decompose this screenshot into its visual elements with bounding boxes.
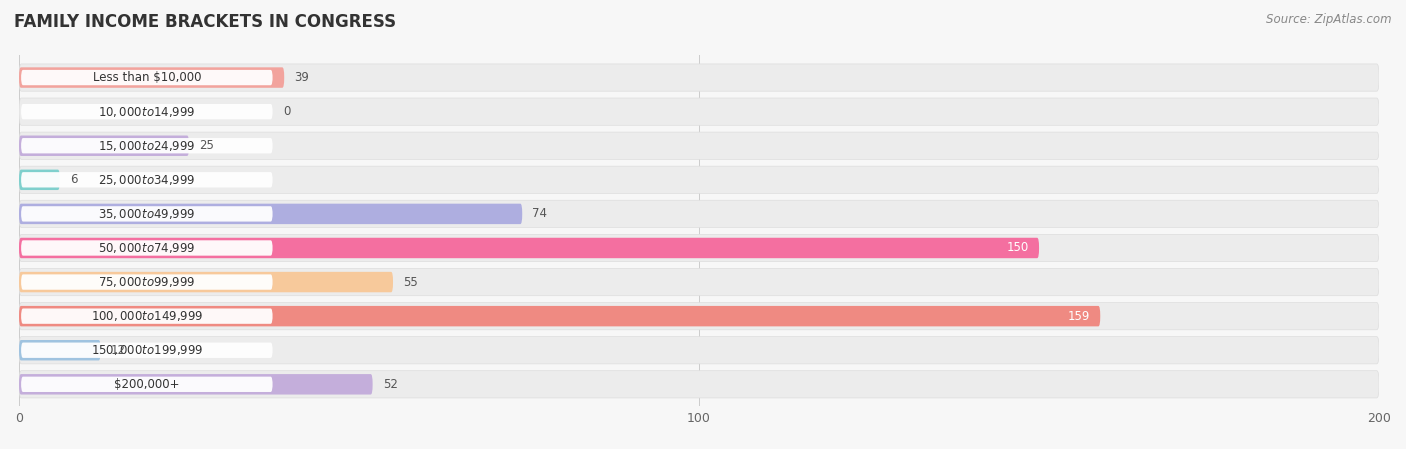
FancyBboxPatch shape — [21, 377, 273, 392]
Text: Less than $10,000: Less than $10,000 — [93, 71, 201, 84]
Text: 159: 159 — [1067, 310, 1090, 323]
Text: $25,000 to $34,999: $25,000 to $34,999 — [98, 173, 195, 187]
Text: 55: 55 — [404, 276, 418, 289]
FancyBboxPatch shape — [20, 200, 1379, 228]
FancyBboxPatch shape — [20, 303, 1379, 330]
FancyBboxPatch shape — [20, 234, 1379, 262]
FancyBboxPatch shape — [21, 206, 273, 221]
FancyBboxPatch shape — [20, 166, 1379, 194]
FancyBboxPatch shape — [20, 98, 1379, 125]
Text: 150: 150 — [1007, 242, 1029, 255]
FancyBboxPatch shape — [21, 172, 273, 188]
Text: 12: 12 — [111, 344, 125, 357]
Text: 52: 52 — [382, 378, 398, 391]
FancyBboxPatch shape — [21, 138, 273, 154]
FancyBboxPatch shape — [20, 136, 188, 156]
Text: $200,000+: $200,000+ — [114, 378, 180, 391]
FancyBboxPatch shape — [20, 269, 1379, 296]
FancyBboxPatch shape — [20, 371, 1379, 398]
Text: Source: ZipAtlas.com: Source: ZipAtlas.com — [1267, 13, 1392, 26]
FancyBboxPatch shape — [20, 238, 1039, 258]
FancyBboxPatch shape — [21, 70, 273, 85]
FancyBboxPatch shape — [20, 306, 1101, 326]
Text: $100,000 to $149,999: $100,000 to $149,999 — [90, 309, 202, 323]
FancyBboxPatch shape — [20, 67, 284, 88]
Text: $10,000 to $14,999: $10,000 to $14,999 — [98, 105, 195, 119]
Text: $50,000 to $74,999: $50,000 to $74,999 — [98, 241, 195, 255]
Text: 74: 74 — [533, 207, 547, 220]
FancyBboxPatch shape — [21, 343, 273, 358]
Text: $75,000 to $99,999: $75,000 to $99,999 — [98, 275, 195, 289]
FancyBboxPatch shape — [20, 337, 1379, 364]
FancyBboxPatch shape — [20, 64, 1379, 91]
FancyBboxPatch shape — [20, 132, 1379, 159]
Text: 6: 6 — [70, 173, 77, 186]
Text: 39: 39 — [294, 71, 309, 84]
Text: 25: 25 — [200, 139, 214, 152]
Text: $35,000 to $49,999: $35,000 to $49,999 — [98, 207, 195, 221]
Text: $150,000 to $199,999: $150,000 to $199,999 — [90, 343, 202, 357]
Text: $15,000 to $24,999: $15,000 to $24,999 — [98, 139, 195, 153]
FancyBboxPatch shape — [21, 274, 273, 290]
FancyBboxPatch shape — [20, 374, 373, 395]
FancyBboxPatch shape — [20, 170, 60, 190]
FancyBboxPatch shape — [20, 204, 522, 224]
FancyBboxPatch shape — [21, 240, 273, 255]
FancyBboxPatch shape — [20, 272, 394, 292]
FancyBboxPatch shape — [20, 340, 101, 361]
FancyBboxPatch shape — [21, 308, 273, 324]
Text: 0: 0 — [283, 105, 290, 118]
FancyBboxPatch shape — [21, 104, 273, 119]
Text: FAMILY INCOME BRACKETS IN CONGRESS: FAMILY INCOME BRACKETS IN CONGRESS — [14, 13, 396, 31]
